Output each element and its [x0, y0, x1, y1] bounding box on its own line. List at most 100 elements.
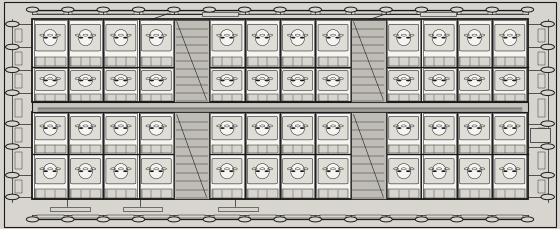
Circle shape — [291, 79, 296, 81]
Circle shape — [503, 127, 507, 129]
Circle shape — [6, 21, 19, 27]
Circle shape — [468, 37, 472, 38]
Circle shape — [6, 121, 19, 126]
FancyBboxPatch shape — [460, 71, 489, 90]
FancyBboxPatch shape — [389, 116, 419, 140]
Bar — [105, 189, 136, 198]
Bar — [104, 20, 137, 67]
Circle shape — [6, 144, 19, 149]
FancyBboxPatch shape — [318, 158, 348, 184]
Bar — [246, 113, 279, 153]
Circle shape — [486, 217, 498, 222]
Bar — [69, 68, 102, 101]
Bar — [320, 11, 347, 14]
Circle shape — [158, 127, 163, 129]
Circle shape — [220, 170, 225, 172]
Bar — [70, 145, 101, 153]
FancyBboxPatch shape — [495, 71, 525, 90]
Bar — [282, 94, 313, 101]
Ellipse shape — [149, 121, 164, 135]
Bar — [143, 215, 170, 218]
Circle shape — [541, 194, 554, 200]
FancyBboxPatch shape — [106, 24, 136, 51]
FancyBboxPatch shape — [71, 24, 100, 51]
Bar — [213, 11, 240, 14]
Circle shape — [132, 7, 144, 12]
Bar — [458, 68, 491, 101]
Circle shape — [6, 172, 19, 178]
Bar — [355, 11, 382, 14]
Bar — [426, 215, 452, 218]
Ellipse shape — [255, 164, 269, 179]
Bar — [423, 154, 456, 199]
Bar — [247, 57, 278, 66]
Circle shape — [274, 7, 286, 12]
Bar — [141, 94, 172, 101]
FancyBboxPatch shape — [283, 116, 312, 140]
Circle shape — [79, 170, 83, 172]
Circle shape — [397, 127, 402, 129]
Bar — [139, 154, 173, 199]
Circle shape — [541, 67, 554, 73]
Circle shape — [291, 127, 296, 129]
Bar — [318, 189, 348, 198]
Circle shape — [114, 170, 119, 172]
Ellipse shape — [114, 164, 128, 179]
Bar — [424, 94, 455, 101]
Bar — [355, 215, 382, 218]
FancyBboxPatch shape — [35, 158, 65, 184]
Bar — [15, 180, 22, 193]
Circle shape — [512, 37, 516, 38]
Bar — [37, 11, 64, 14]
Ellipse shape — [468, 164, 482, 179]
Circle shape — [477, 79, 481, 81]
Bar — [35, 94, 66, 101]
Ellipse shape — [432, 164, 446, 179]
Circle shape — [441, 79, 446, 81]
Bar — [461, 11, 488, 14]
Bar — [69, 113, 102, 153]
Bar — [320, 215, 347, 218]
Circle shape — [441, 170, 446, 172]
Ellipse shape — [396, 30, 411, 46]
Bar — [424, 57, 455, 66]
Ellipse shape — [43, 164, 57, 179]
Circle shape — [477, 37, 481, 38]
Ellipse shape — [114, 30, 128, 46]
FancyBboxPatch shape — [248, 24, 277, 51]
Circle shape — [123, 79, 128, 81]
Ellipse shape — [468, 30, 482, 46]
Circle shape — [503, 170, 507, 172]
FancyBboxPatch shape — [495, 24, 525, 51]
Circle shape — [239, 7, 251, 12]
Bar — [247, 94, 278, 101]
Bar — [246, 20, 279, 67]
Bar — [32, 102, 528, 112]
Bar — [459, 94, 490, 101]
Circle shape — [239, 217, 251, 222]
Bar — [104, 154, 137, 199]
Bar — [104, 113, 137, 153]
Ellipse shape — [291, 121, 305, 135]
Bar — [70, 94, 101, 101]
Bar — [202, 12, 238, 16]
FancyBboxPatch shape — [424, 24, 454, 51]
Bar — [15, 99, 22, 117]
FancyBboxPatch shape — [424, 158, 454, 184]
Circle shape — [220, 127, 225, 129]
Ellipse shape — [503, 75, 517, 86]
Circle shape — [53, 37, 57, 38]
Bar — [461, 215, 488, 218]
Circle shape — [88, 127, 92, 129]
Bar — [143, 11, 170, 14]
FancyBboxPatch shape — [248, 71, 277, 90]
Circle shape — [114, 37, 119, 38]
Bar — [423, 20, 456, 67]
Circle shape — [397, 37, 402, 38]
FancyBboxPatch shape — [106, 158, 136, 184]
Ellipse shape — [326, 164, 340, 179]
Bar — [218, 207, 258, 211]
Bar — [318, 57, 348, 66]
FancyBboxPatch shape — [35, 116, 65, 140]
Circle shape — [416, 7, 428, 12]
